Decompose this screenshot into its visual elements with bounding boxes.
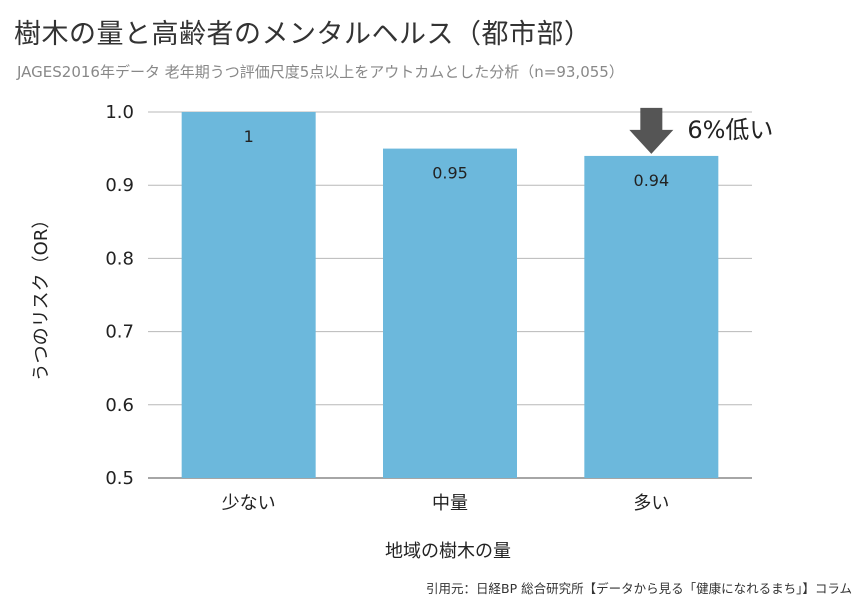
y-tick-label: 0.5 [105,468,134,489]
x-tick-label: 少ない [222,493,276,514]
bar [584,155,719,479]
bar [181,112,316,478]
annotation-label: 6%低い [687,116,773,144]
bar-value-label: 1 [244,127,254,146]
y-tick-label: 0.7 [105,322,134,343]
down-arrow-icon [629,107,674,154]
chart-title: 樹木の量と高齢者のメンタルヘルス（都市部） [14,19,592,50]
y-tick-label: 0.8 [105,248,134,269]
bar-value-label: 0.95 [432,164,468,183]
bar [383,148,517,478]
bar-value-label: 0.94 [634,171,670,190]
x-tick-label: 中量 [432,493,468,514]
y-tick-label: 1.0 [105,102,134,123]
y-axis-label: うつのリスク（OR） [31,210,52,382]
y-tick-label: 0.9 [105,175,134,196]
source-citation: 引用元：日経BP 総合研究所【データから見る「健康になれるまち」】コラム [426,581,852,596]
x-tick-label: 多い [633,493,669,514]
y-tick-label: 0.6 [105,395,134,416]
x-axis-label: 地域の樹木の量 [385,541,511,562]
chart-subtitle: JAGES2016年データ 老年期うつ評価尺度5点以上をアウトカムとした分析（n… [17,63,624,81]
